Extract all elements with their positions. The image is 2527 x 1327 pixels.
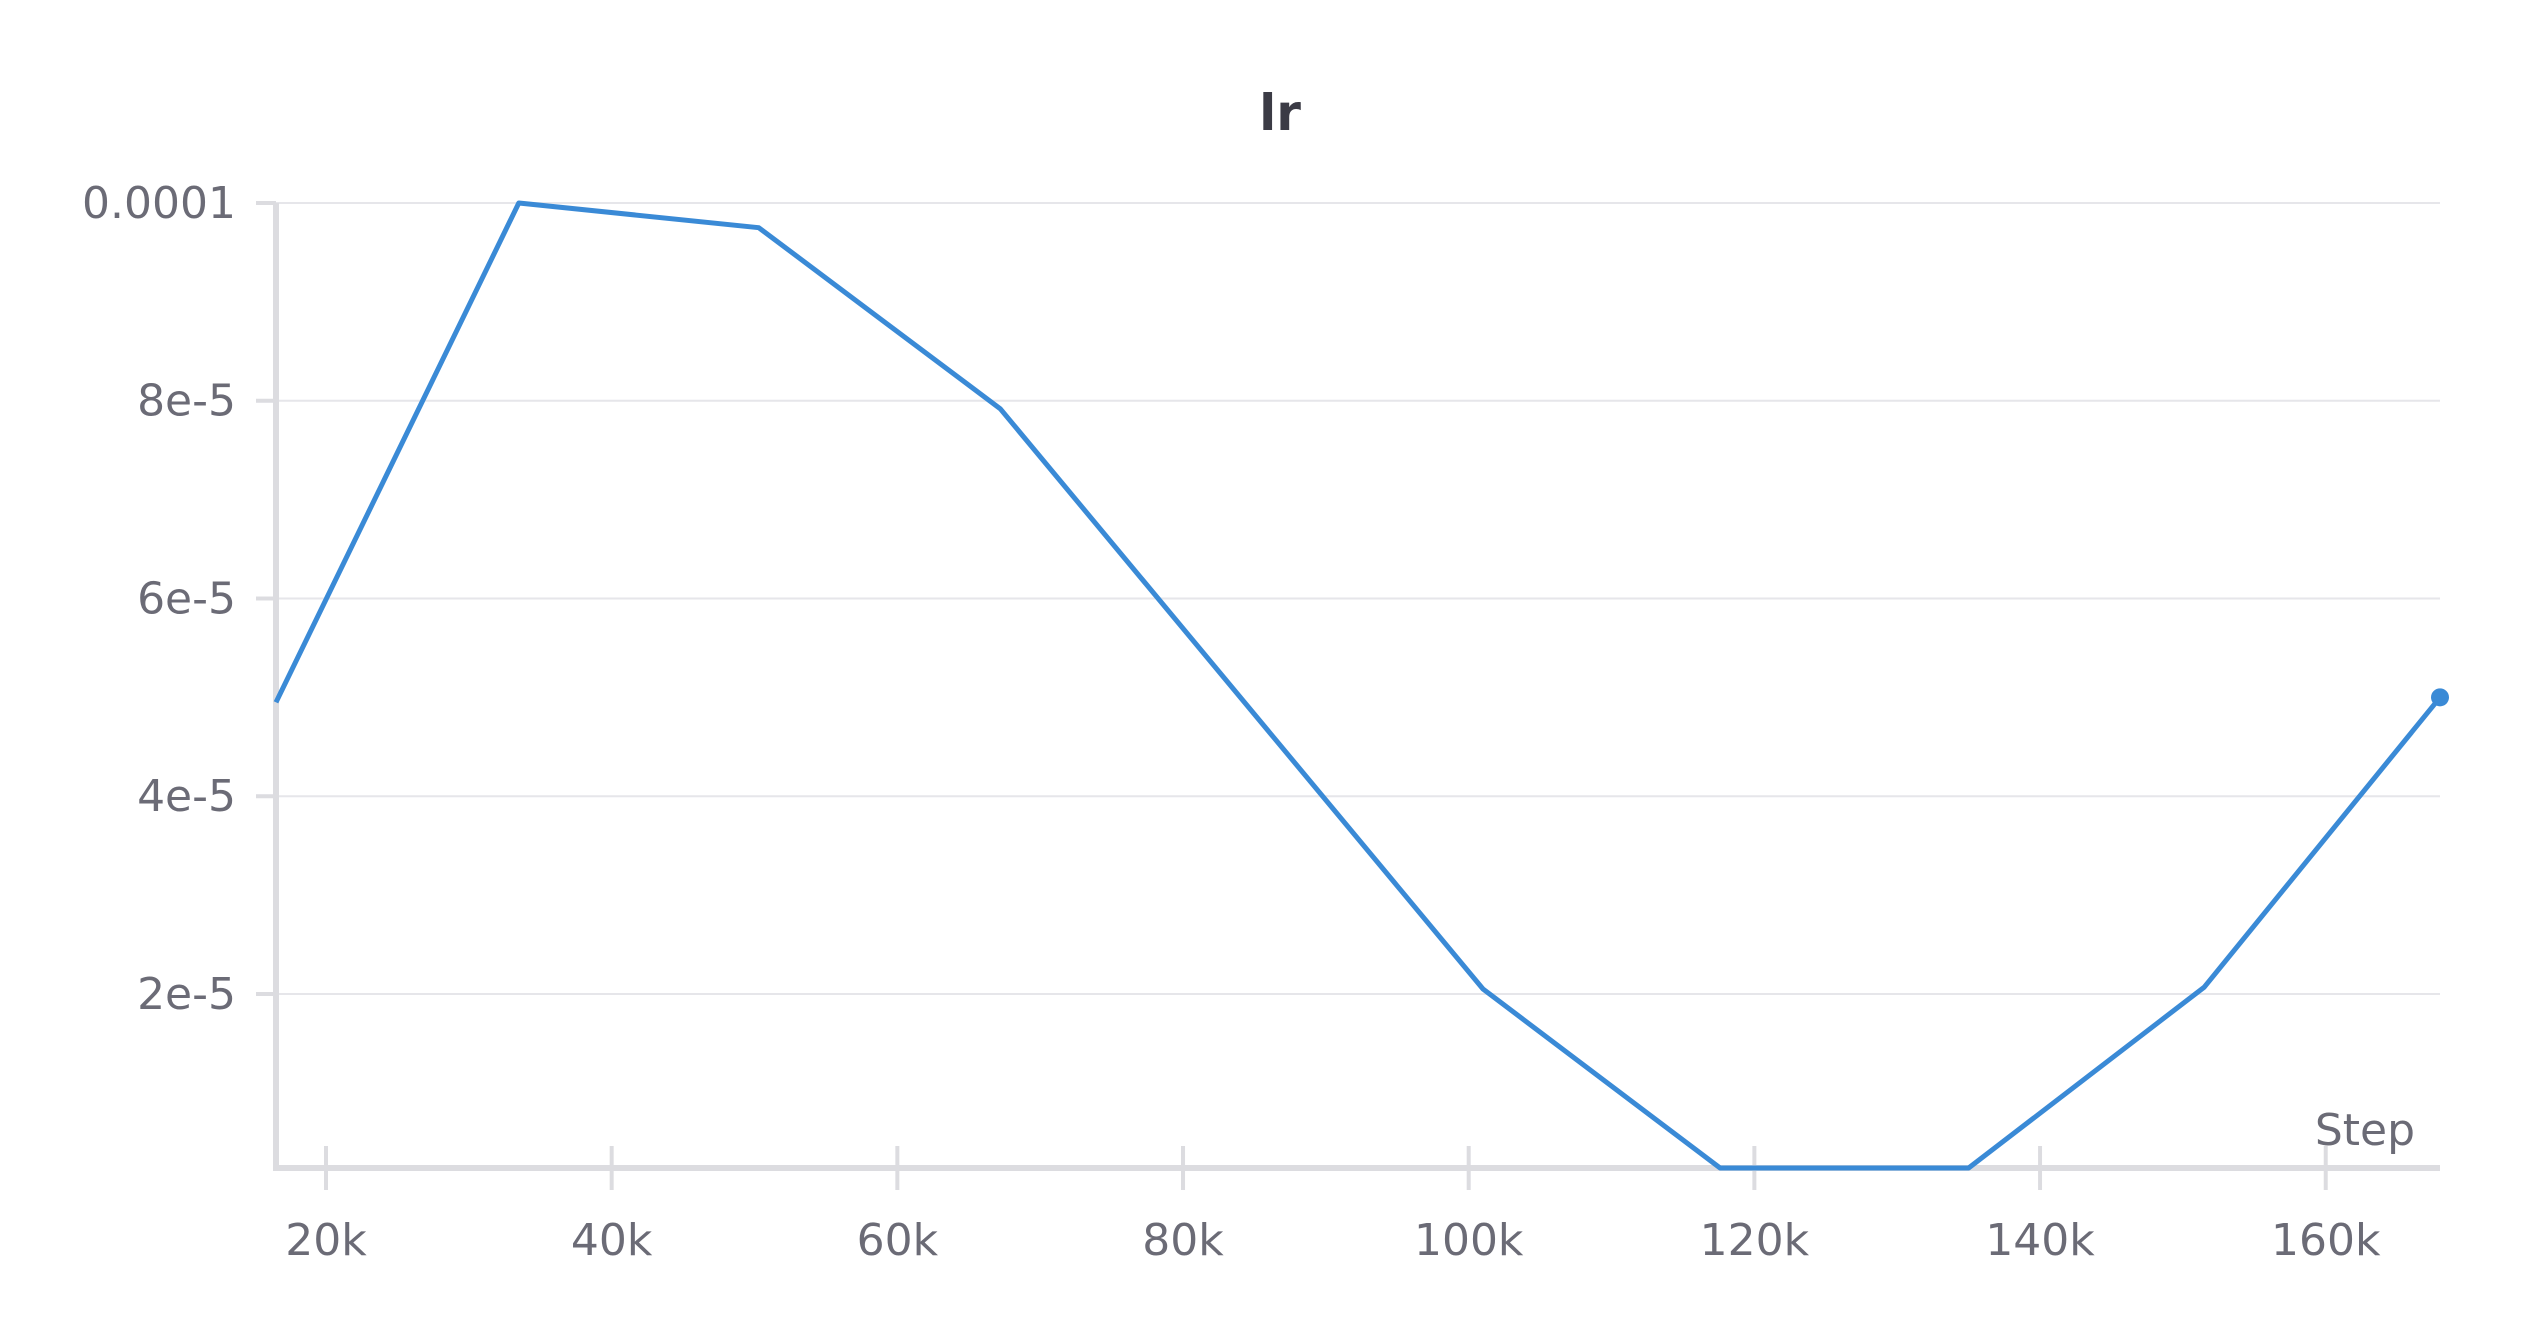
y-tick-label: 8e-5 [137,376,236,427]
x-tick-label: 120k [1700,1215,1810,1266]
y-tick-label: 4e-5 [137,771,236,822]
x-tick-label: 40k [571,1215,653,1266]
axes [273,203,2440,1171]
y-tick-label: 2e-5 [137,969,236,1020]
x-axis-label: Step [2315,1105,2415,1156]
gridlines [276,202,2440,995]
x-tick-label: 60k [857,1215,939,1266]
series-last-point[interactable] [2431,688,2449,707]
x-tick-label: 140k [1985,1215,2095,1266]
series-line [273,200,2442,1171]
series [273,200,2449,1171]
y-tick-label: 0.0001 [82,178,236,229]
x-tick-label: 20k [285,1215,367,1266]
chart-title: lr [1259,84,1301,142]
x-tick-label: 160k [2271,1215,2381,1266]
y-tick-label: 6e-5 [137,573,236,624]
x-tick-label: 100k [1414,1215,1524,1266]
x-tick-label: 80k [1142,1215,1224,1266]
ticks: 2e-5 4e-5 6e-5 8e-5 0.0001 20k 40k 60k 80k 100k 12… [82,178,2381,1266]
